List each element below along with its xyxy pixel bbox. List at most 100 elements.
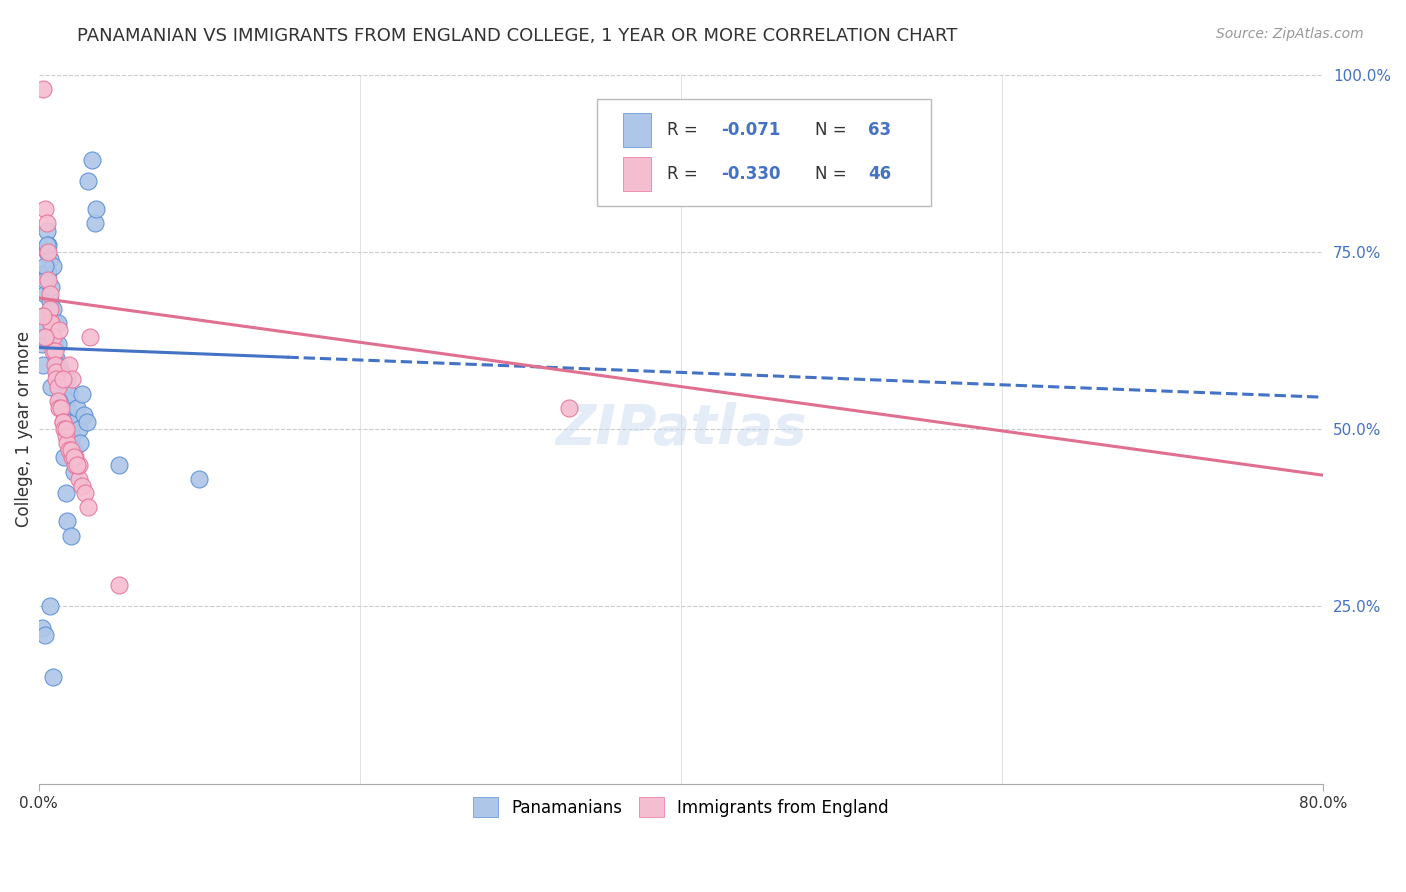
Point — [63, 450, 86, 465]
Point — [37, 266, 59, 280]
Point — [83, 217, 105, 231]
Point — [35, 237, 58, 252]
Point — [59, 415, 82, 429]
Point — [79, 330, 101, 344]
Point — [34, 628, 56, 642]
Point — [38, 252, 60, 266]
Point — [41, 280, 63, 294]
Point — [32, 309, 55, 323]
Point — [42, 259, 65, 273]
Point — [44, 337, 66, 351]
Point — [41, 316, 63, 330]
Point — [41, 316, 63, 330]
Point — [70, 479, 93, 493]
Point — [108, 458, 131, 472]
Point — [65, 458, 87, 472]
Point — [34, 259, 56, 273]
Point — [46, 337, 69, 351]
Point — [108, 578, 131, 592]
Point — [45, 351, 67, 366]
Point — [45, 359, 67, 373]
Point — [38, 301, 60, 316]
Point — [75, 486, 97, 500]
Point — [69, 436, 91, 450]
Point — [46, 316, 69, 330]
Point — [66, 458, 89, 472]
Point — [60, 450, 83, 465]
Point — [46, 379, 69, 393]
Point — [32, 309, 55, 323]
FancyBboxPatch shape — [623, 157, 651, 191]
Point — [48, 379, 70, 393]
Text: 63: 63 — [869, 120, 891, 139]
Point — [59, 443, 82, 458]
Point — [48, 359, 70, 373]
Point — [44, 344, 66, 359]
Point — [41, 379, 63, 393]
Point — [52, 415, 75, 429]
Point — [60, 429, 83, 443]
Point — [76, 415, 98, 429]
Point — [60, 372, 83, 386]
Point — [55, 486, 77, 500]
Point — [42, 670, 65, 684]
Point — [188, 472, 211, 486]
Point — [80, 153, 103, 167]
Point — [67, 472, 90, 486]
Point — [56, 514, 79, 528]
Point — [63, 443, 86, 458]
Text: Source: ZipAtlas.com: Source: ZipAtlas.com — [1216, 27, 1364, 41]
Y-axis label: College, 1 year or more: College, 1 year or more — [15, 331, 32, 527]
Point — [32, 81, 55, 95]
Point — [58, 386, 80, 401]
Point — [34, 287, 56, 301]
Point — [32, 323, 55, 337]
Text: PANAMANIAN VS IMMIGRANTS FROM ENGLAND COLLEGE, 1 YEAR OR MORE CORRELATION CHART: PANAMANIAN VS IMMIGRANTS FROM ENGLAND CO… — [77, 27, 957, 45]
Point — [56, 372, 79, 386]
Point — [35, 223, 58, 237]
Point — [31, 621, 53, 635]
Point — [67, 458, 90, 472]
Point — [52, 386, 75, 401]
Point — [56, 401, 79, 415]
Point — [58, 443, 80, 458]
FancyBboxPatch shape — [598, 99, 931, 206]
Point — [42, 344, 65, 359]
Point — [31, 337, 53, 351]
Point — [41, 316, 63, 330]
Text: N =: N = — [814, 165, 852, 183]
Point — [34, 273, 56, 287]
Point — [38, 599, 60, 614]
Point — [70, 386, 93, 401]
Point — [52, 372, 75, 386]
Point — [37, 244, 59, 259]
Point — [58, 359, 80, 373]
Point — [48, 401, 70, 415]
Point — [37, 237, 59, 252]
Point — [38, 287, 60, 301]
Point — [86, 202, 108, 217]
Point — [55, 393, 77, 408]
Point — [48, 393, 70, 408]
Point — [34, 202, 56, 217]
Point — [52, 415, 75, 429]
Point — [35, 244, 58, 259]
Point — [56, 436, 79, 450]
Point — [55, 429, 77, 443]
Text: R =: R = — [666, 120, 703, 139]
Point — [34, 330, 56, 344]
Text: -0.330: -0.330 — [721, 165, 780, 183]
Point — [45, 372, 67, 386]
Point — [53, 450, 76, 465]
Point — [65, 415, 87, 429]
Point — [48, 323, 70, 337]
Text: 46: 46 — [869, 165, 891, 183]
Point — [49, 365, 72, 379]
Point — [34, 266, 56, 280]
Point — [63, 465, 86, 479]
Point — [67, 422, 90, 436]
Point — [49, 401, 72, 415]
Legend: Panamanians, Immigrants from England: Panamanians, Immigrants from England — [464, 789, 897, 825]
Point — [72, 408, 94, 422]
Text: N =: N = — [814, 120, 852, 139]
